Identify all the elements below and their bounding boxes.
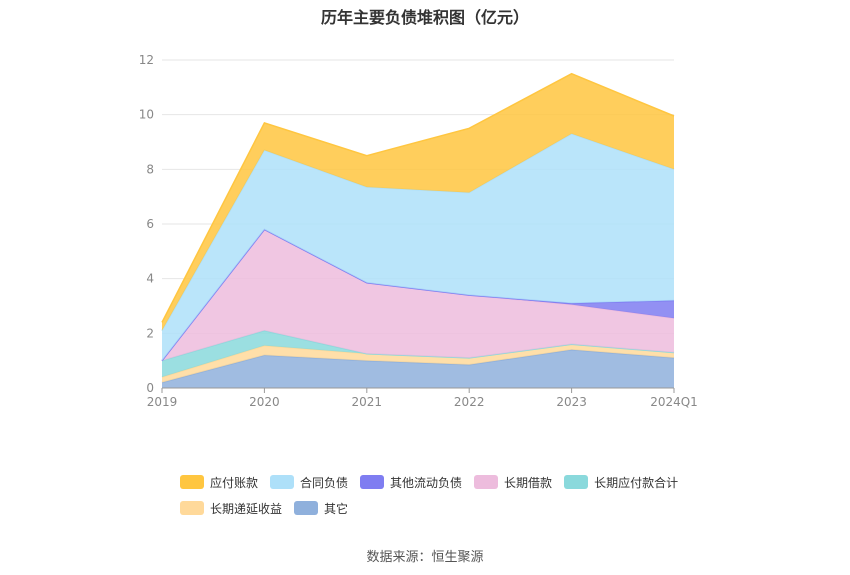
legend-item[interactable]: 其它 (294, 499, 348, 517)
area-长期借款 (162, 229, 674, 361)
area-长期递延收益 (162, 344, 674, 383)
y-tick-label: 8 (146, 162, 154, 176)
legend-swatch (474, 475, 499, 489)
area-应付账款 (162, 73, 674, 331)
area-长期应付款合计 (162, 330, 674, 378)
legend-label: 长期递延收益 (210, 501, 283, 516)
y-tick-label: 10 (139, 108, 154, 122)
y-tick-label: 12 (139, 53, 154, 67)
legend-label: 应付账款 (210, 475, 259, 490)
legend-item[interactable]: 合同负债 (270, 473, 348, 491)
legend-item[interactable]: 长期应付款合计 (564, 473, 678, 491)
axes: 0 2 4 6 8 10 12 2019 2020 2021 2022 2023 2024Q1 (139, 53, 698, 409)
area-合同负债 (162, 133, 674, 361)
area-其它 (162, 349, 674, 388)
legend-swatch (294, 501, 319, 515)
legend-label: 其它 (324, 501, 349, 516)
x-tick-label: 2023 (556, 395, 587, 409)
legend-label: 长期借款 (504, 475, 553, 490)
legend-item[interactable]: 长期借款 (474, 473, 552, 491)
y-tick-label: 0 (146, 381, 154, 395)
legend-label: 其他流动负债 (390, 475, 463, 490)
legend-swatch (180, 475, 204, 489)
legend-swatch (180, 501, 204, 515)
x-tick-label: 2021 (352, 395, 383, 409)
legend: 应付账款 合同负债 其他流动负债 长期借款 长期应付款合计长期递延收益 其它 (180, 473, 740, 525)
y-tick-label: 6 (146, 217, 154, 231)
legend-swatch (270, 475, 295, 489)
y-tick-label: 2 (146, 326, 154, 340)
legend-swatch (360, 475, 385, 489)
legend-item[interactable]: 应付账款 (180, 473, 258, 491)
legend-label: 合同负债 (300, 475, 349, 490)
x-tick-label: 2024Q1 (650, 395, 698, 409)
x-tick-label: 2020 (249, 395, 280, 409)
legend-item[interactable]: 其他流动负债 (360, 473, 462, 491)
chart-title: 历年主要负债堆积图（亿元） (320, 8, 529, 27)
area-edge-应付账款 (161, 72, 675, 323)
y-tick-label: 4 (146, 272, 154, 286)
source-note: 数据来源：恒生聚源 (366, 550, 484, 565)
x-tick-label: 2022 (454, 395, 485, 409)
legend-swatch (564, 475, 589, 489)
legend-item[interactable]: 长期递延收益 (180, 499, 282, 517)
area-series (161, 72, 675, 388)
legend-label: 长期应付款合计 (594, 475, 679, 490)
x-tick-label: 2019 (147, 395, 178, 409)
